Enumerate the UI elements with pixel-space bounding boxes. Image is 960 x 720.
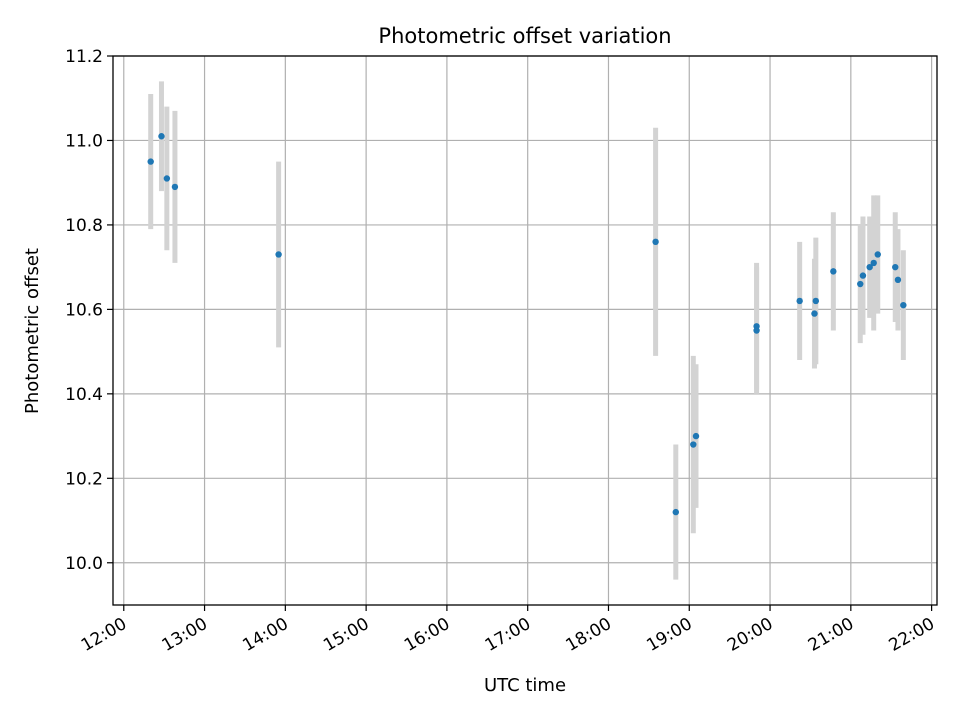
data-point: [275, 251, 282, 258]
data-point: [147, 158, 154, 165]
data-point: [672, 508, 679, 516]
data-point: [830, 268, 837, 275]
y-axis-label: Photometric offset: [22, 248, 43, 414]
data-point: [894, 276, 902, 284]
data-point: [870, 259, 877, 267]
data-point: [690, 441, 697, 448]
y-tick-label: 11.2: [65, 47, 103, 67]
grid: [113, 55, 937, 605]
y-tick-label: 10.0: [65, 554, 103, 574]
data-point: [857, 280, 864, 288]
data-point: [692, 432, 700, 440]
data-point: [796, 297, 803, 305]
data-point: [874, 251, 881, 258]
chart-title: Photometric offset variation: [378, 24, 671, 48]
data-point: [753, 327, 760, 334]
y-tick-label: 11.0: [65, 131, 103, 151]
data-point: [163, 175, 171, 182]
y-tick-label: 10.6: [65, 300, 103, 320]
data-point: [892, 263, 899, 271]
y-tick-label: 10.4: [65, 385, 103, 405]
x-axis-label: UTC time: [484, 675, 566, 696]
data-point: [812, 297, 820, 305]
data-point: [859, 272, 867, 279]
y-axis: 10.0 10.2 10.4 10.6 10.8 11.0 11.2: [65, 47, 113, 574]
data-point: [866, 263, 873, 271]
y-tick-label: 10.2: [65, 469, 103, 489]
data-point: [171, 183, 179, 191]
data-point: [900, 301, 907, 309]
y-tick-label: 10.8: [65, 216, 103, 236]
data-point: [652, 238, 659, 246]
data-points: [147, 133, 907, 516]
data-point: [158, 133, 165, 140]
data-point: [811, 310, 818, 317]
plot-frame: [112, 55, 938, 606]
